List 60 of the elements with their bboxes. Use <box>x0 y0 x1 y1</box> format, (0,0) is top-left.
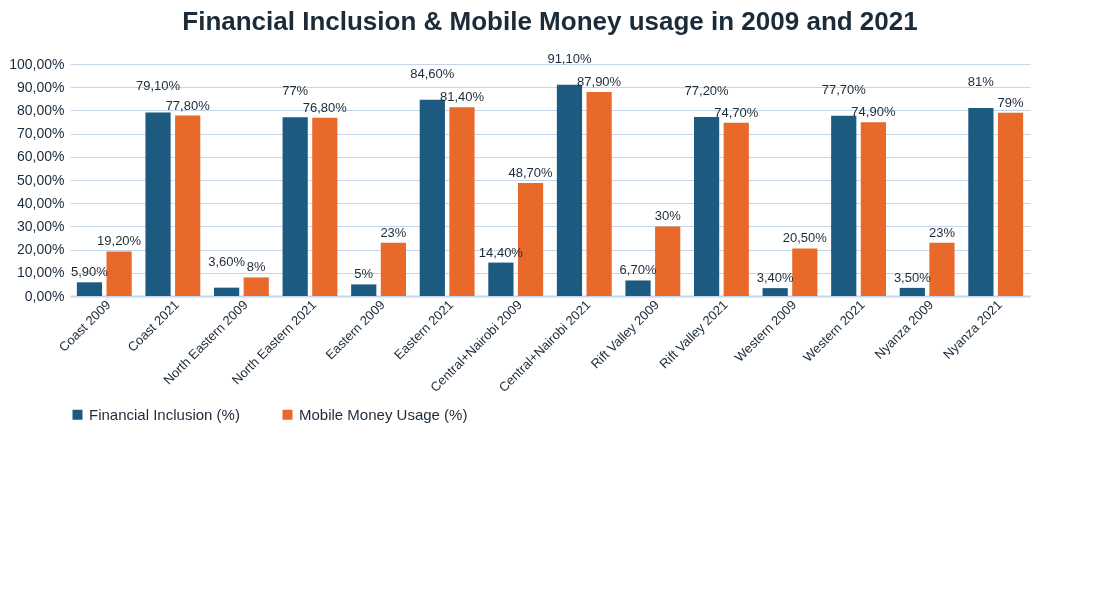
y-tick-label: 20,00% <box>17 241 65 258</box>
data-label: 8% <box>246 259 267 275</box>
bar <box>723 122 749 296</box>
bar <box>586 92 612 296</box>
y-tick-label: 90,00% <box>17 78 65 95</box>
data-label: 3,60% <box>208 253 246 269</box>
y-tick-label: 0,00% <box>24 287 65 304</box>
data-label: 81,40% <box>439 89 485 105</box>
bar <box>106 251 132 296</box>
bar <box>899 287 925 296</box>
data-label: 77% <box>282 83 309 99</box>
data-label: 84,60% <box>410 65 455 81</box>
data-label: 87,90% <box>577 74 622 90</box>
data-label: 74,70% <box>714 104 759 120</box>
data-label: 79% <box>997 94 1024 110</box>
data-label: 23% <box>928 224 956 240</box>
bar <box>312 117 338 296</box>
bar <box>145 112 171 296</box>
y-tick-label: 60,00% <box>17 148 65 165</box>
data-label: 23% <box>380 224 407 240</box>
data-label: 77,20% <box>684 82 730 98</box>
data-label: 81% <box>967 74 995 90</box>
bar <box>625 280 651 296</box>
bar <box>929 242 955 296</box>
y-tick-label: 10,00% <box>17 264 65 281</box>
bar <box>76 282 103 296</box>
bar <box>860 122 886 296</box>
bar <box>968 108 994 296</box>
data-label: 48,70% <box>508 165 554 181</box>
y-tick-label: 50,00% <box>17 171 65 188</box>
bar <box>175 115 201 296</box>
data-label: 79,10% <box>135 78 181 94</box>
bar <box>792 248 818 296</box>
bar <box>243 277 269 296</box>
y-tick-label: 70,00% <box>17 125 65 142</box>
bar <box>351 284 377 296</box>
legend-label: Financial Inclusion (%) <box>89 405 240 423</box>
legend-label: Mobile Money Usage (%) <box>299 405 468 423</box>
data-label: 91,10% <box>547 50 592 66</box>
data-label: 76,80% <box>302 99 348 115</box>
data-label: 20,50% <box>782 230 828 246</box>
bar <box>488 262 514 296</box>
bar <box>449 107 475 296</box>
data-label: 5% <box>354 266 374 282</box>
bar <box>655 226 681 296</box>
bar <box>380 242 406 296</box>
y-tick-label: 80,00% <box>17 101 65 118</box>
data-label: 30% <box>654 208 682 224</box>
bar <box>762 288 788 296</box>
bar <box>214 287 240 296</box>
chart-title: Financial Inclusion & Mobile Money usage in 2009 and 2021 <box>182 5 918 36</box>
data-label: 74,90% <box>851 104 896 120</box>
bar <box>997 112 1024 296</box>
y-tick-label: 100,00% <box>9 55 65 72</box>
data-label: 77,80% <box>165 97 211 113</box>
bar <box>282 117 308 296</box>
data-label: 19,20% <box>97 233 142 249</box>
y-tick-label: 40,00% <box>17 194 65 211</box>
data-label: 77,70% <box>821 81 867 97</box>
y-tick-label: 30,00% <box>17 217 65 234</box>
